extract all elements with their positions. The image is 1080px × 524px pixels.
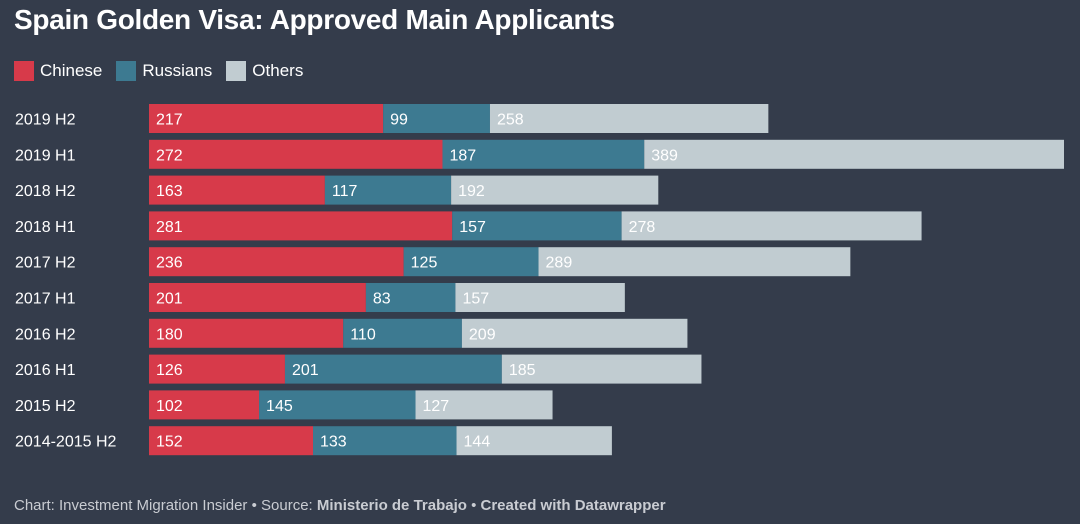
category-label: 2019 H2 [15,112,76,129]
legend-item-chinese: Chinese [14,61,102,81]
bar-others-2016-h2[interactable] [461,318,688,348]
category-label: 2016 H2 [15,326,76,343]
legend-swatch-chinese [14,61,34,81]
bar-russians-2017-h2[interactable] [403,247,539,277]
data-label-russians: 201 [292,362,319,379]
data-label-chinese: 126 [156,362,183,379]
bar-russians-2014-2015-h2[interactable] [313,426,457,456]
data-label-others: 157 [462,291,489,308]
data-label-chinese: 102 [156,398,183,415]
data-label-russians: 133 [320,434,347,451]
data-label-chinese: 152 [156,434,183,451]
data-label-russians: 145 [266,398,293,415]
category-label: 2015 H2 [15,398,76,415]
bar-chinese-2019-h2[interactable] [149,104,384,133]
bar-others-2014-2015-h2[interactable] [456,426,612,456]
bar-others-2018-h2[interactable] [451,175,659,205]
bar-chinese-2016-h2[interactable] [149,318,344,348]
data-label-russians: 83 [373,291,391,308]
data-label-chinese: 272 [156,147,183,164]
bar-others-2016-h1[interactable] [501,354,702,384]
bar-chinese-2017-h2[interactable] [149,247,404,277]
bar-russians-2019-h1[interactable] [442,139,645,169]
chart-title: Spain Golden Visa: Approved Main Applica… [14,4,615,35]
bar-russians-2017-h1[interactable] [365,283,456,312]
bar-others-2019-h2[interactable] [489,104,769,133]
legend-label-chinese: Chinese [40,61,103,80]
data-label-others: 389 [651,147,678,164]
legend-item-others: Others [226,61,303,81]
bar-chinese-2018-h1[interactable] [149,211,453,241]
stacked-bar-chart: 2019 H2 217 99 258 2019 H1 272 187 389 2018 H2 16… [15,104,1064,456]
category-label: 2017 H2 [15,255,76,272]
category-label: 2018 H1 [15,219,76,236]
data-label-russians: 110 [350,326,376,343]
bar-russians-2015-h2[interactable] [259,390,416,420]
data-label-chinese: 281 [156,219,183,236]
bar-russians-2019-h2[interactable] [383,104,490,133]
bar-others-2017-h2[interactable] [538,247,851,277]
bar-chinese-2018-h2[interactable] [149,175,325,205]
bar-others-2018-h1[interactable] [621,211,922,241]
data-label-russians: 187 [449,147,476,164]
data-label-russians: 125 [411,255,438,272]
data-label-others: 144 [464,434,491,451]
bar-russians-2018-h1[interactable] [452,211,622,241]
data-label-others: 192 [458,183,485,200]
data-label-russians: 99 [390,112,408,129]
footer-credit[interactable]: Created with Datawrapper [480,497,666,514]
data-label-others: 278 [629,219,656,236]
bar-russians-2016-h2[interactable] [343,318,462,348]
data-label-chinese: 163 [156,183,183,200]
bar-others-2017-h1[interactable] [455,283,625,312]
data-label-chinese: 236 [156,255,183,272]
data-label-chinese: 217 [156,112,183,129]
data-label-russians: 157 [459,219,486,236]
category-label: 2016 H1 [15,362,76,379]
legend-item-russians: Russians [116,61,212,81]
bar-chinese-2015-h2[interactable] [149,390,260,420]
data-label-others: 289 [546,255,573,272]
footer-source[interactable]: Ministerio de Trabajo [316,497,467,514]
data-label-chinese: 201 [156,291,183,308]
legend-swatch-russians [116,61,137,81]
legend-swatch-others [226,61,247,81]
data-label-others: 258 [497,112,524,129]
data-label-others: 209 [469,326,496,343]
bar-chinese-2017-h1[interactable] [149,283,366,312]
bar-others-2015-h2[interactable] [415,390,553,420]
category-label: 2014-2015 H2 [15,434,117,451]
bar-chinese-2019-h1[interactable] [149,139,443,169]
legend-label-russians: Russians [142,61,213,80]
data-label-chinese: 180 [156,326,183,343]
bar-russians-2018-h2[interactable] [324,175,452,205]
data-label-others: 185 [509,362,536,379]
bar-chinese-2016-h1[interactable] [149,354,285,384]
category-label: 2018 H2 [15,183,76,200]
legend-label-others: Others [252,61,304,80]
chart-footer: Chart: Investment Migration Insider • So… [14,497,666,514]
chart-legend: Chinese Russians Others [14,61,317,81]
category-label: 2019 H1 [15,147,76,164]
footer-prefix: Chart: Investment Migration Insider • So… [14,497,317,514]
bar-others-2019-h1[interactable] [644,139,1064,169]
footer-separator: • [466,497,481,514]
data-label-russians: 117 [332,183,358,200]
bar-chinese-2014-2015-h2[interactable] [149,426,314,456]
bar-russians-2016-h1[interactable] [284,354,502,384]
data-label-others: 127 [423,398,450,415]
category-label: 2017 H1 [15,291,76,308]
